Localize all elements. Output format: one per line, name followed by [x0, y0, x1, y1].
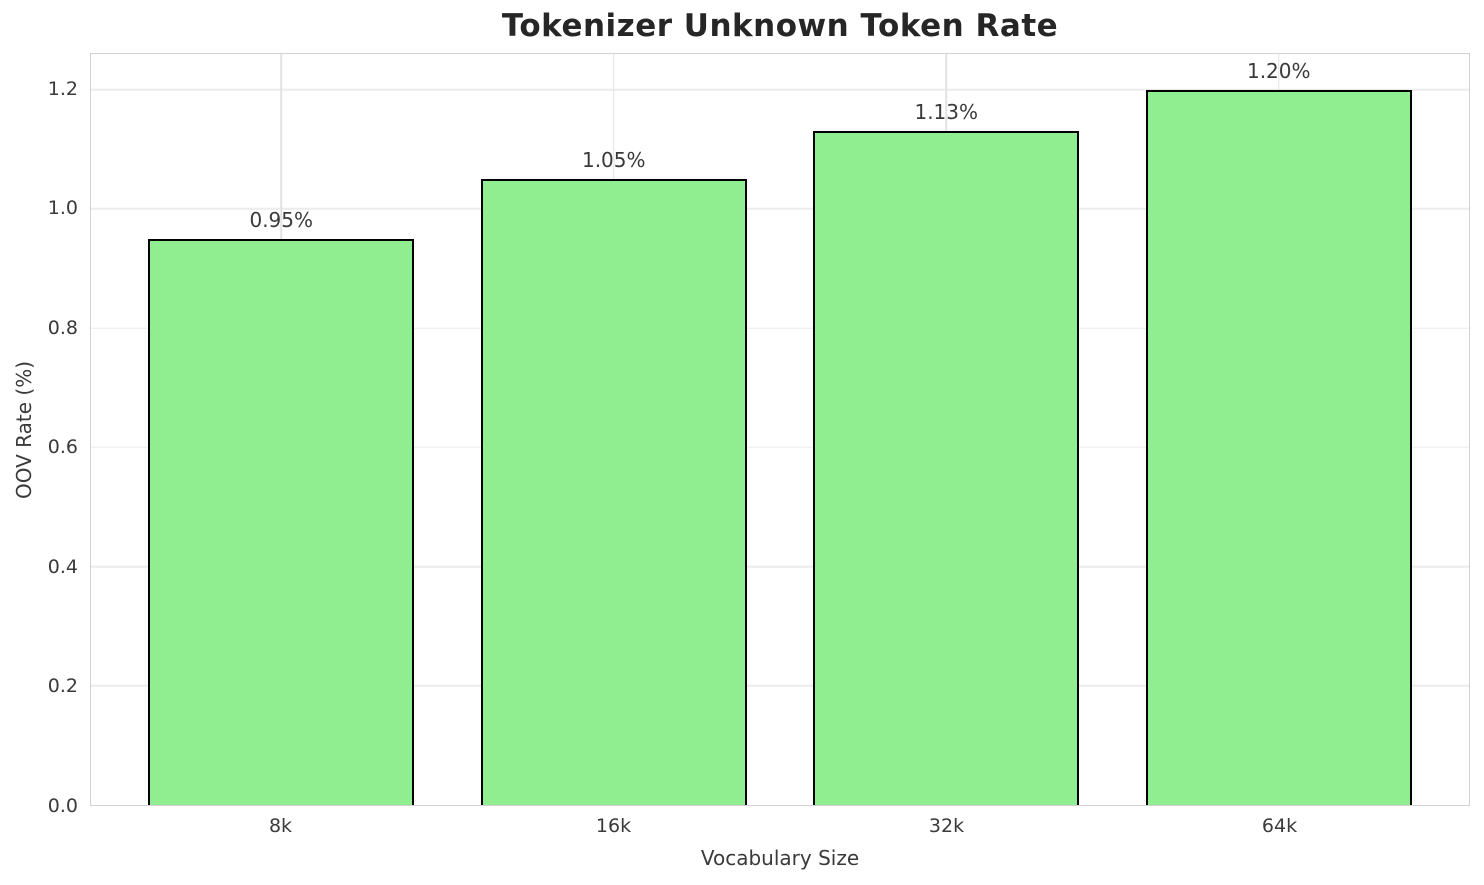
h-gridline	[91, 446, 1469, 449]
bar-value-label: 1.13%	[914, 100, 979, 125]
bar-slot: 1.20%	[1113, 54, 1446, 805]
h-gridline	[91, 89, 1469, 91]
x-tick-label: 8k	[268, 815, 293, 837]
h-gridline	[91, 208, 1469, 210]
bar-slot: 1.13%	[780, 54, 1113, 805]
x-tick-label: 32k	[928, 815, 965, 837]
bar-value-label: 1.05%	[581, 148, 646, 173]
chart-title: Tokenizer Unknown Token Rate	[501, 8, 1059, 44]
bar-value-label: 0.95%	[249, 207, 314, 232]
bar-slot: 0.95%	[115, 54, 448, 805]
y-tick-label: 1.0	[47, 197, 78, 220]
y-tick-label: 0.8	[47, 316, 78, 339]
bar-value-label: 1.20%	[1246, 58, 1311, 83]
x-tick-label: 64k	[1261, 815, 1298, 837]
y-tick-label: 1.2	[47, 77, 78, 100]
x-tick-label: 16k	[595, 815, 632, 837]
bar-slot: 1.05%	[448, 54, 781, 805]
bar-8k	[148, 238, 415, 805]
h-gridline	[91, 685, 1469, 687]
y-tick-label: 0.2	[47, 675, 78, 698]
bars-container: 0.95% 1.05% 1.13% 1.20%	[91, 54, 1469, 805]
y-tick-label: 0.4	[47, 555, 78, 578]
y-tick-label: 0.6	[47, 436, 78, 459]
plot-area: 0.95% 1.05% 1.13% 1.20%	[90, 53, 1470, 806]
bar-16k	[480, 179, 747, 805]
y-tick-labels: 0.0 0.2 0.4 0.6 0.8 1.0 1.2	[0, 53, 78, 817]
bar-32k	[813, 131, 1080, 805]
bar-64k	[1145, 89, 1412, 805]
y-tick-label: 0.0	[47, 795, 78, 817]
x-tick-labels: 8k 16k 32k 64k	[90, 815, 1470, 841]
h-gridline	[91, 327, 1469, 329]
x-axis-label: Vocabulary Size	[700, 846, 860, 870]
h-gridline	[91, 565, 1469, 568]
